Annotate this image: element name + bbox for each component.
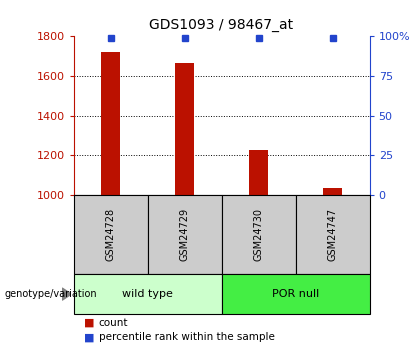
Bar <box>74 274 222 314</box>
Bar <box>323 188 342 195</box>
Bar <box>101 52 120 195</box>
Bar <box>147 195 222 274</box>
Bar <box>74 195 147 274</box>
Bar <box>222 195 296 274</box>
Text: GSM24729: GSM24729 <box>179 208 189 261</box>
Text: count: count <box>99 318 128 327</box>
Text: percentile rank within the sample: percentile rank within the sample <box>99 333 275 342</box>
Bar <box>249 150 268 195</box>
Title: GDS1093 / 98467_at: GDS1093 / 98467_at <box>150 18 294 32</box>
Bar <box>175 63 194 195</box>
Text: GSM24728: GSM24728 <box>105 208 116 261</box>
Text: GSM24730: GSM24730 <box>254 208 264 261</box>
Text: POR null: POR null <box>272 289 319 299</box>
Bar <box>222 274 370 314</box>
Bar <box>296 195 370 274</box>
Polygon shape <box>62 288 71 300</box>
Text: genotype/variation: genotype/variation <box>4 289 97 299</box>
Text: GSM24747: GSM24747 <box>328 208 338 261</box>
Text: ■: ■ <box>84 333 94 342</box>
Text: wild type: wild type <box>122 289 173 299</box>
Text: ■: ■ <box>84 318 94 327</box>
